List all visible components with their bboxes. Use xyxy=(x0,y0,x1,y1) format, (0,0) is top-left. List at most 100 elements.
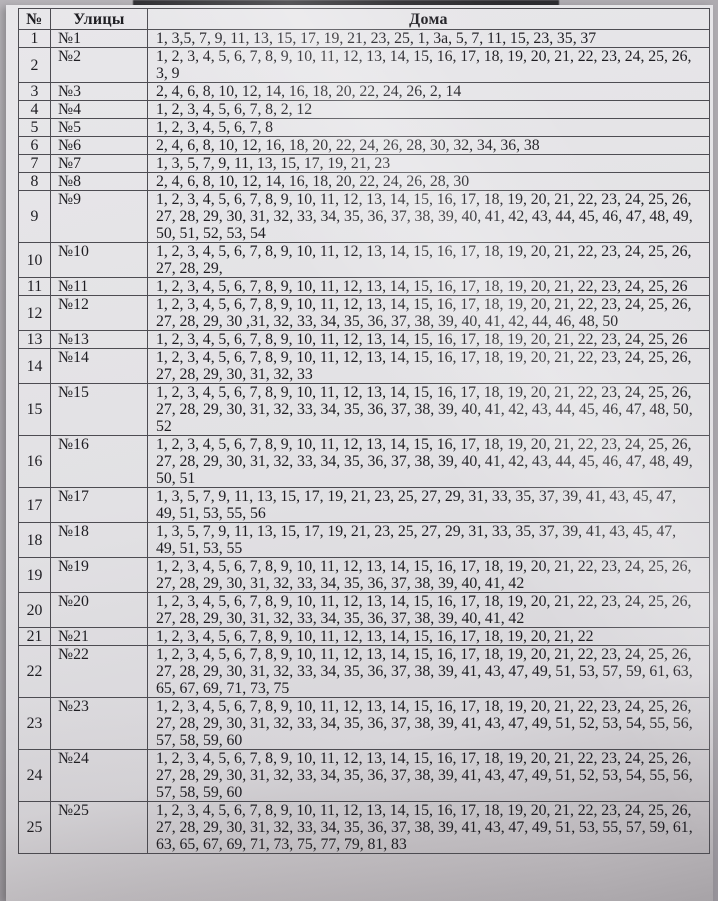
row-number: 12 xyxy=(18,295,51,331)
street-name: №10 xyxy=(50,242,148,278)
table-row: 4 №4 1, 2, 3, 4, 5, 6, 7, 8, 2, 12 xyxy=(18,100,710,119)
houses-list: 1, 2, 3, 4, 5, 6, 7, 8, 9, 10, 11, 12, 1… xyxy=(147,592,710,628)
row-number: 10 xyxy=(18,242,51,278)
table-row: 13 №13 1, 2, 3, 4, 5, 6, 7, 8, 9, 10, 11, … xyxy=(18,330,710,349)
street-name: №4 xyxy=(50,100,148,119)
row-number: 13 xyxy=(18,330,51,349)
street-name: №7 xyxy=(50,154,148,173)
houses-list: 1, 2, 3, 4, 5, 6, 7, 8, 9, 10, 11, 12, 1… xyxy=(147,557,710,593)
streets-houses-table: № Улицы Дома 1 №1 1, 3,5, 7, 9, 11, 13, 15… xyxy=(18,8,710,854)
houses-list: 1, 3, 5, 7, 9, 11, 13, 15, 17, 19, 21, 2… xyxy=(147,487,710,523)
houses-list: 1, 2, 3, 4, 5, 6, 7, 8, 9, 10, 11, 12, 1… xyxy=(147,242,710,278)
row-number: 1 xyxy=(18,29,51,48)
table-row: 12 №12 1, 2, 3, 4, 5, 6, 7, 8, 9, 10, 11, … xyxy=(18,295,710,331)
street-name: №11 xyxy=(50,277,148,296)
houses-list: 1, 2, 3, 4, 5, 6, 7, 8, 9, 10, 11, 12, 1… xyxy=(147,435,710,488)
houses-list: 1, 2, 3, 4, 5, 6, 7, 8, 9, 10, 11, 12, 1… xyxy=(147,295,710,331)
row-number: 3 xyxy=(18,82,51,101)
row-number: 14 xyxy=(18,348,51,384)
row-number: 11 xyxy=(18,277,51,296)
street-name: №6 xyxy=(50,136,148,155)
row-number: 25 xyxy=(18,801,51,854)
table-row: 25 №25 1, 2, 3, 4, 5, 6, 7, 8, 9, 10, 11, … xyxy=(18,801,710,854)
table-header-row: № Улицы Дома xyxy=(18,8,710,30)
street-name: №13 xyxy=(50,330,148,349)
row-number: 20 xyxy=(18,592,51,628)
street-name: №8 xyxy=(50,172,148,191)
row-number: 21 xyxy=(18,627,51,646)
row-number: 9 xyxy=(18,190,51,243)
houses-list: 1, 2, 3, 4, 5, 6, 7, 8, 9, 10, 11, 12, 1… xyxy=(147,277,710,296)
col-header-houses: Дома xyxy=(147,8,710,30)
street-name: №24 xyxy=(50,749,148,802)
row-number: 15 xyxy=(18,383,51,436)
street-name: №19 xyxy=(50,557,148,593)
houses-list: 1, 2, 3, 4, 5, 6, 7, 8, 9, 10, 11, 12, 1… xyxy=(147,348,710,384)
street-name: №5 xyxy=(50,118,148,137)
table-row: 9 №9 1, 2, 3, 4, 5, 6, 7, 8, 9, 10, 11, 12… xyxy=(18,190,710,243)
row-number: 23 xyxy=(18,697,51,750)
street-name: №21 xyxy=(50,627,148,646)
houses-list: 2, 4, 6, 8, 10, 12, 14, 16, 18, 20, 22, … xyxy=(147,82,710,101)
table-row: 8 №8 2, 4, 6, 8, 10, 12, 14, 16, 18, 20, 2… xyxy=(18,172,710,191)
houses-list: 1, 3, 5, 7, 9, 11, 13, 15, 17, 19, 21, 2… xyxy=(147,154,710,173)
houses-list: 1, 2, 3, 4, 5, 6, 7, 8, 9, 10, 11, 12, 1… xyxy=(147,627,710,646)
houses-list: 1, 2, 3, 4, 5, 6, 7, 8 xyxy=(147,118,710,137)
houses-list: 1, 2, 3, 4, 5, 6, 7, 8, 9, 10, 11, 12, 1… xyxy=(147,190,710,243)
table-row: 19 №19 1, 2, 3, 4, 5, 6, 7, 8, 9, 10, 11, … xyxy=(18,557,710,593)
row-number: 19 xyxy=(18,557,51,593)
table-row: 17 №17 1, 3, 5, 7, 9, 11, 13, 15, 17, 19, … xyxy=(18,487,710,523)
row-number: 5 xyxy=(18,118,51,137)
street-name: №14 xyxy=(50,348,148,384)
table-row: 18 №18 1, 3, 5, 7, 9, 11, 13, 15, 17, 19, … xyxy=(18,522,710,558)
table-row: 5 №5 1, 2, 3, 4, 5, 6, 7, 8 xyxy=(18,118,710,137)
paper-sheet: № Улицы Дома 1 №1 1, 3,5, 7, 9, 11, 13, 15… xyxy=(6,5,713,901)
table-row: 15 №15 1, 2, 3, 4, 5, 6, 7, 8, 9, 10, 11, … xyxy=(18,383,710,436)
houses-list: 1, 2, 3, 4, 5, 6, 7, 8, 2, 12 xyxy=(147,100,710,119)
row-number: 7 xyxy=(18,154,51,173)
street-name: №2 xyxy=(50,47,148,83)
houses-list: 1, 2, 3, 4, 5, 6, 7, 8, 9, 10, 11, 12, 1… xyxy=(147,383,710,436)
street-name: №16 xyxy=(50,435,148,488)
street-name: №9 xyxy=(50,190,148,243)
col-header-streets: Улицы xyxy=(50,8,148,30)
table-row: 6 №6 2, 4, 6, 8, 10, 12, 16, 18, 20, 22, 2… xyxy=(18,136,710,155)
table-row: 7 №7 1, 3, 5, 7, 9, 11, 13, 15, 17, 19, 21… xyxy=(18,154,710,173)
row-number: 17 xyxy=(18,487,51,523)
houses-list: 2, 4, 6, 8, 10, 12, 16, 18, 20, 22, 24, … xyxy=(147,136,710,155)
street-name: №17 xyxy=(50,487,148,523)
houses-list: 1, 2, 3, 4, 5, 6, 7, 8, 9, 10, 11, 12, 1… xyxy=(147,47,710,83)
table-row: 24 №24 1, 2, 3, 4, 5, 6, 7, 8, 9, 10, 11, … xyxy=(18,749,710,802)
table-row: 22 №22 1, 2, 3, 4, 5, 6, 7, 8, 9, 10, 11, … xyxy=(18,645,710,698)
table-row: 23 №23 1, 2, 3, 4, 5, 6, 7, 8, 9, 10, 11, … xyxy=(18,697,710,750)
street-name: №23 xyxy=(50,697,148,750)
houses-list: 1, 3,5, 7, 9, 11, 13, 15, 17, 19, 21, 23… xyxy=(147,29,710,48)
row-number: 24 xyxy=(18,749,51,802)
houses-list: 1, 2, 3, 4, 5, 6, 7, 8, 9, 10, 11, 12, 1… xyxy=(147,749,710,802)
table-row: 16 №16 1, 2, 3, 4, 5, 6, 7, 8, 9, 10, 11, … xyxy=(18,435,710,488)
col-header-number: № xyxy=(18,8,51,30)
photo-dark-edge xyxy=(133,0,559,7)
row-number: 2 xyxy=(18,47,51,83)
table-row: 10 №10 1, 2, 3, 4, 5, 6, 7, 8, 9, 10, 11, … xyxy=(18,242,710,278)
street-name: №18 xyxy=(50,522,148,558)
street-name: №1 xyxy=(50,29,148,48)
street-name: №25 xyxy=(50,801,148,854)
houses-list: 2, 4, 6, 8, 10, 12, 14, 16, 18, 20, 22, … xyxy=(147,172,710,191)
row-number: 8 xyxy=(18,172,51,191)
table-row: 11 №11 1, 2, 3, 4, 5, 6, 7, 8, 9, 10, 11, … xyxy=(18,277,710,296)
houses-list: 1, 3, 5, 7, 9, 11, 13, 15, 17, 19, 21, 2… xyxy=(147,522,710,558)
table-row: 2 №2 1, 2, 3, 4, 5, 6, 7, 8, 9, 10, 11, 12… xyxy=(18,47,710,83)
table-body: 1 №1 1, 3,5, 7, 9, 11, 13, 15, 17, 19, 21,… xyxy=(18,29,710,854)
row-number: 4 xyxy=(18,100,51,119)
houses-list: 1, 2, 3, 4, 5, 6, 7, 8, 9, 10, 11, 12, 1… xyxy=(147,697,710,750)
table-row: 1 №1 1, 3,5, 7, 9, 11, 13, 15, 17, 19, 21,… xyxy=(18,29,710,48)
row-number: 6 xyxy=(18,136,51,155)
street-name: №22 xyxy=(50,645,148,698)
table-row: 21 №21 1, 2, 3, 4, 5, 6, 7, 8, 9, 10, 11, … xyxy=(18,627,710,646)
row-number: 22 xyxy=(18,645,51,698)
houses-list: 1, 2, 3, 4, 5, 6, 7, 8, 9, 10, 11, 12, 1… xyxy=(147,801,710,854)
table-row: 3 №3 2, 4, 6, 8, 10, 12, 14, 16, 18, 20, 2… xyxy=(18,82,710,101)
street-name: №3 xyxy=(50,82,148,101)
